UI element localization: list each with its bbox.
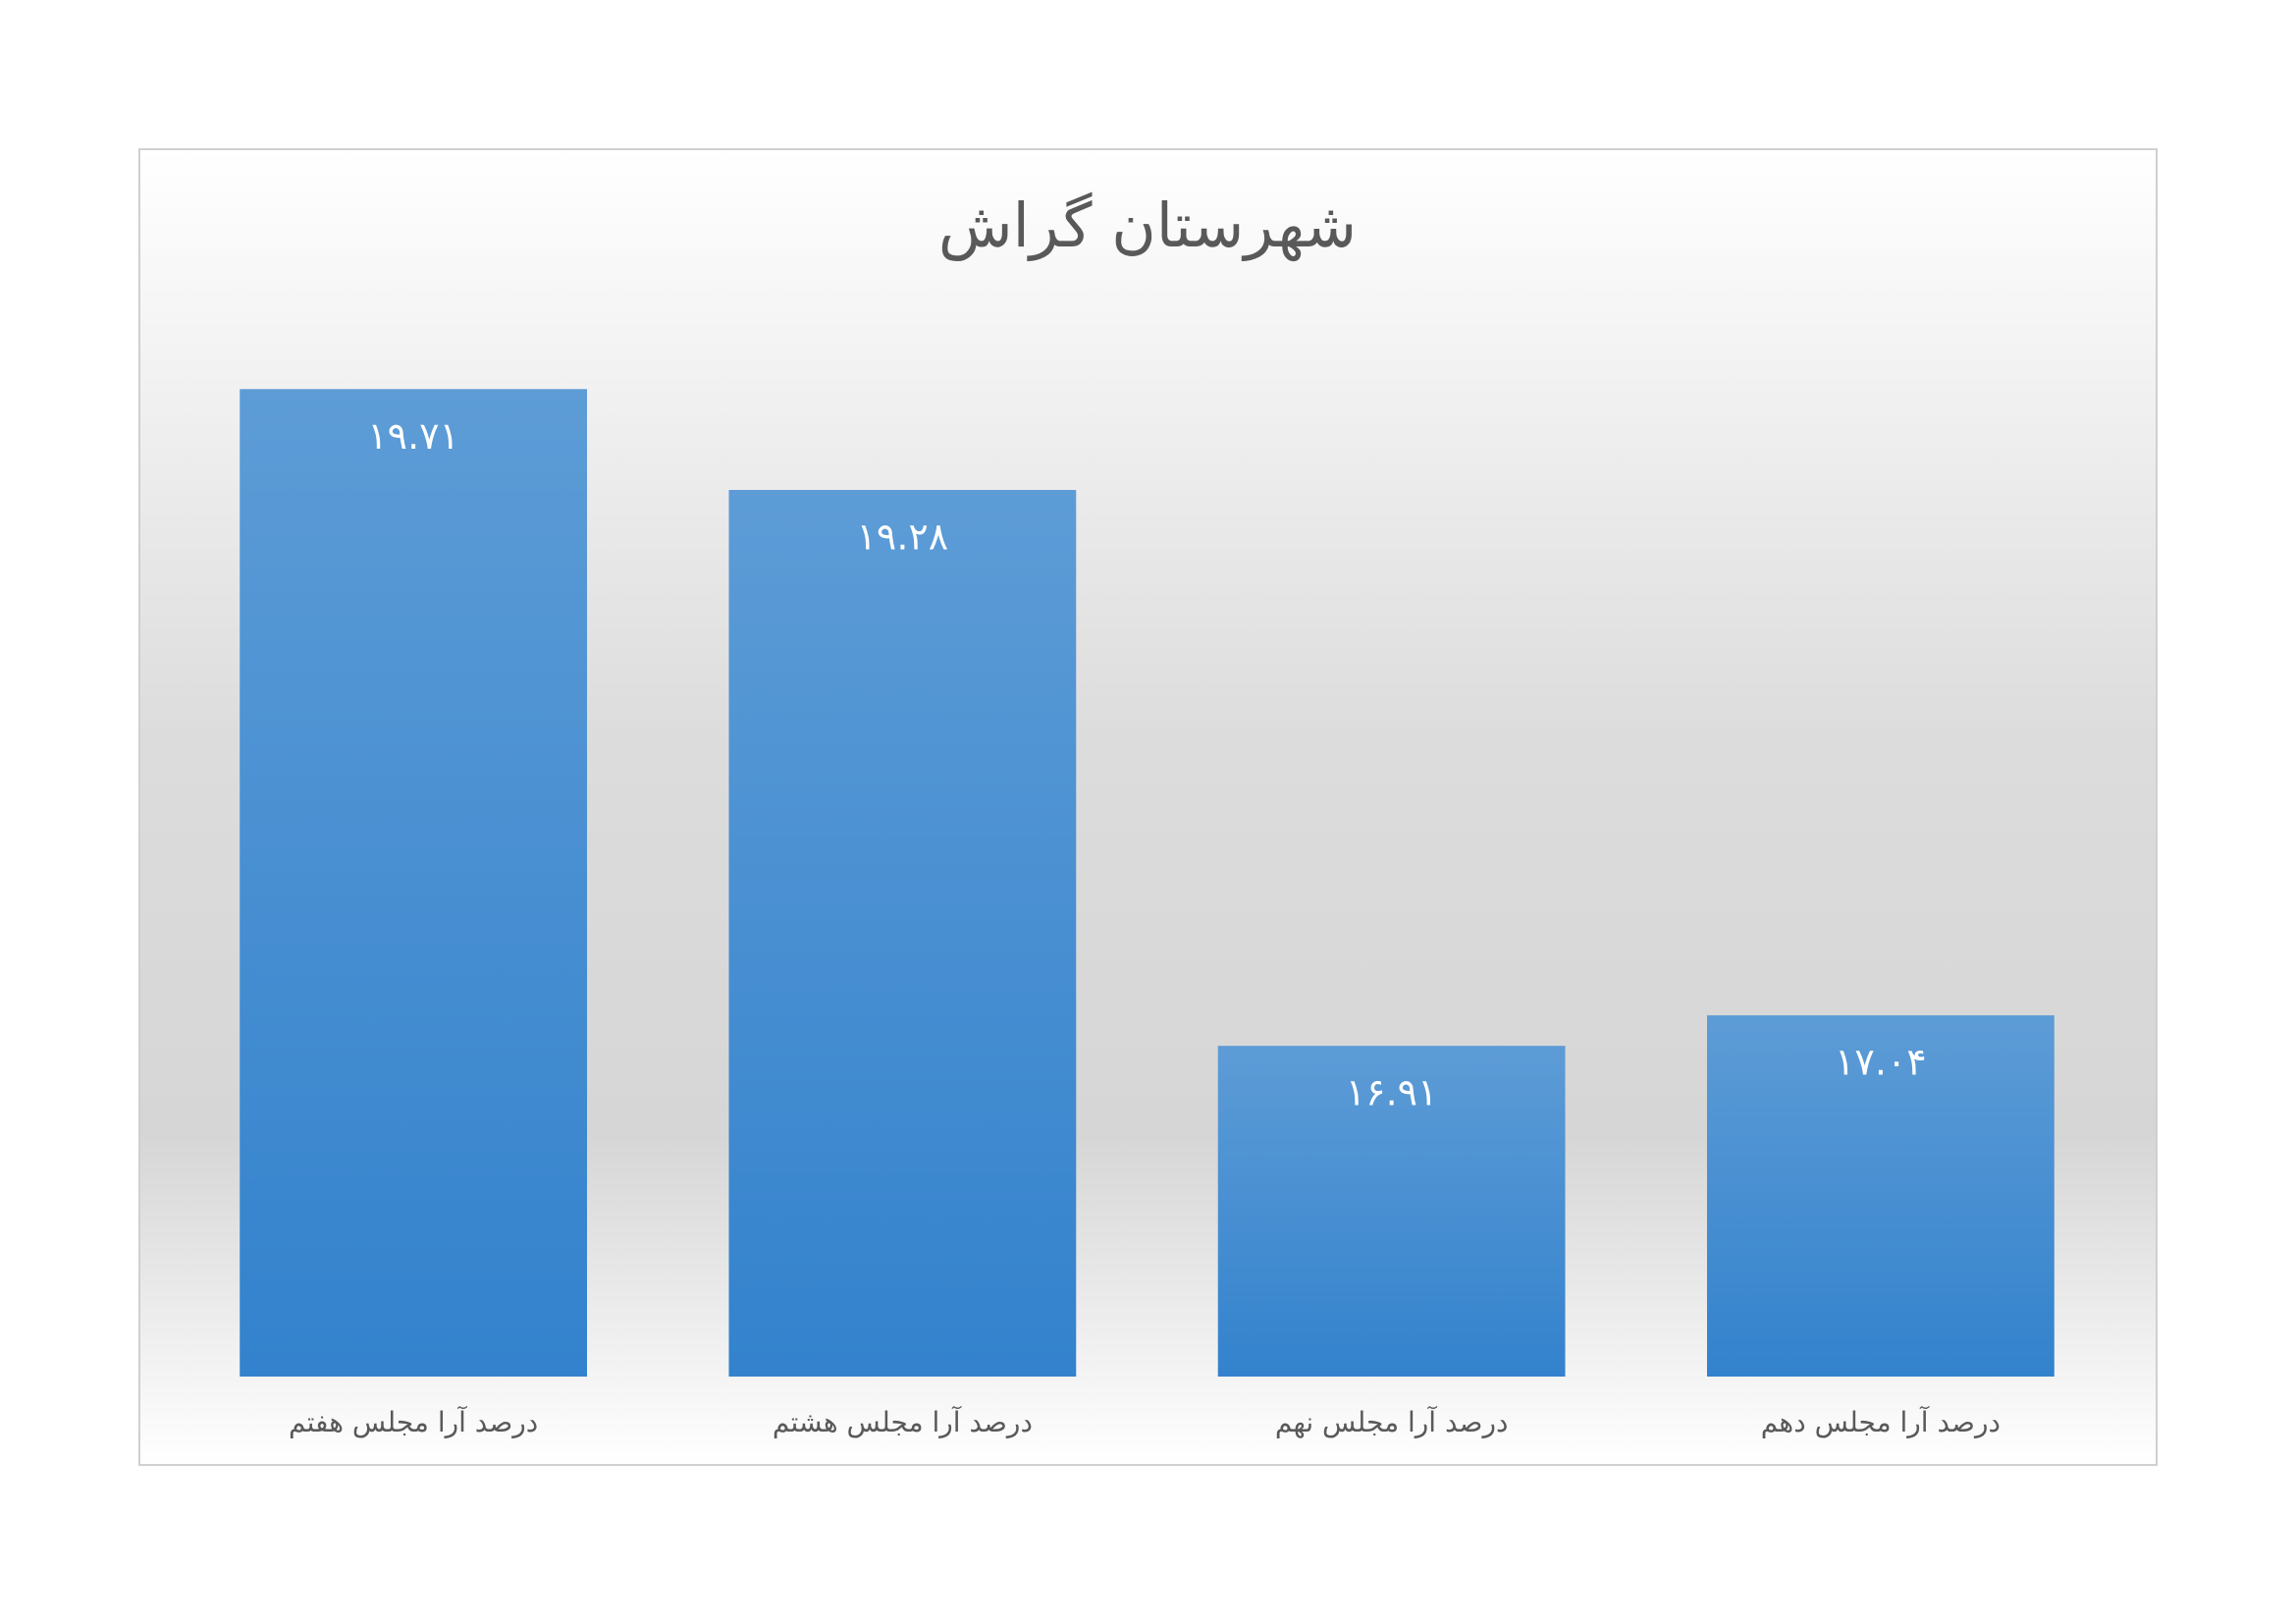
data-label: ۱۶.۹۱ xyxy=(1346,1071,1438,1114)
x-tick-label: درصد آرا مجلس نهم xyxy=(1275,1406,1509,1438)
x-tick-label: درصد آرا مجلس دهم xyxy=(1761,1406,2001,1438)
chart-title: شهرستان گراش xyxy=(938,189,1357,262)
x-tick-label: درصد آرا مجلس هشتم xyxy=(773,1406,1033,1438)
bar xyxy=(240,389,588,1377)
bar xyxy=(1706,1015,2055,1377)
data-label: ۱۷.۰۴ xyxy=(1835,1041,1927,1084)
x-tick-label: درصد آرا مجلس هفتم xyxy=(289,1406,538,1438)
data-label: ۱۹.۲۸ xyxy=(857,515,949,559)
bar xyxy=(728,490,1077,1377)
bar xyxy=(1217,1046,1566,1377)
data-label: ۱۹.۷۱ xyxy=(367,414,459,458)
